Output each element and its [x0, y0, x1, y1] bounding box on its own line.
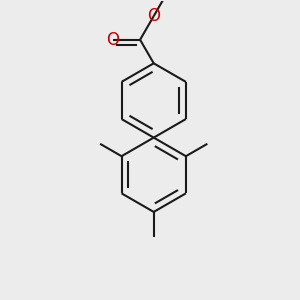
Text: O: O	[106, 31, 119, 49]
Text: O: O	[147, 7, 160, 25]
